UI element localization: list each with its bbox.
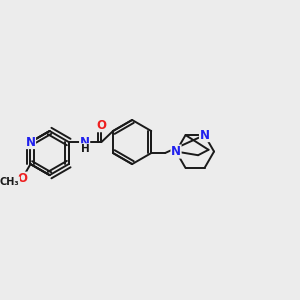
- Text: N: N: [200, 129, 209, 142]
- Text: O: O: [97, 119, 106, 132]
- Text: N: N: [26, 136, 35, 148]
- Text: H: H: [81, 144, 90, 154]
- Text: N: N: [80, 136, 90, 148]
- Text: O: O: [17, 172, 27, 185]
- Text: CH₃: CH₃: [0, 177, 20, 187]
- Text: N: N: [171, 145, 181, 158]
